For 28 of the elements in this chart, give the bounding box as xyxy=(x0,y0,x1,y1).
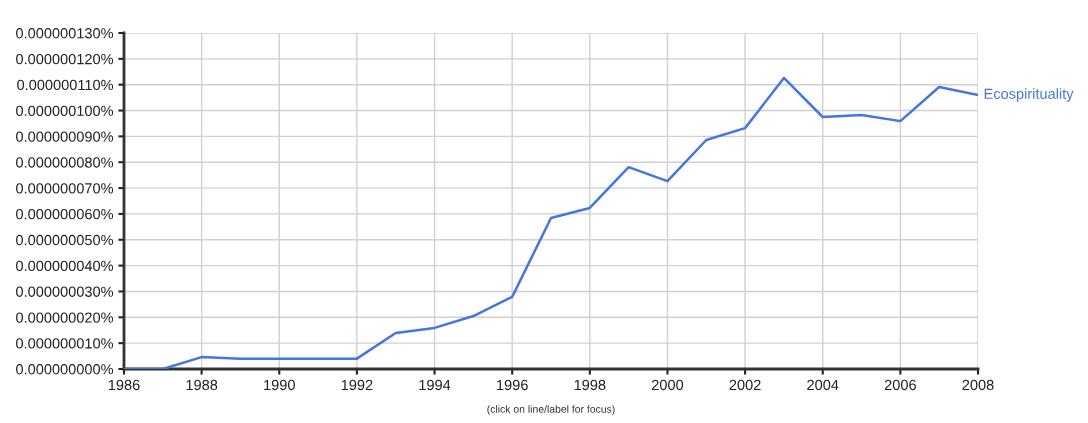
y-tick-label: 0.000000010% xyxy=(16,338,114,349)
y-tick-label: 0.000000040% xyxy=(16,260,114,272)
y-tick-label: 0.000000100% xyxy=(16,105,114,116)
x-tick-label: 2006 xyxy=(884,379,916,391)
x-tick-label: 1986 xyxy=(108,379,140,391)
text: (click on line/label for focus) xyxy=(487,405,615,415)
x-tick-label: 1992 xyxy=(341,379,373,391)
y-tick-label: 0.000000090% xyxy=(16,131,114,142)
x-tick-label: 2008 xyxy=(962,379,994,391)
y-tick-label: 0.000000110% xyxy=(17,79,114,91)
series-label: Ecospirituality xyxy=(984,88,1074,102)
y-tick-label: 0.000000080% xyxy=(16,157,114,168)
x-tick-label: 1990 xyxy=(264,379,295,391)
y-tick-label: 0.000000000% xyxy=(16,364,114,375)
y-tick-label: 0.000000070% xyxy=(16,183,114,194)
x-tick-label: 2000 xyxy=(651,379,684,391)
x-tick-label: 1998 xyxy=(574,379,606,391)
x-tick-label: 1996 xyxy=(497,379,528,391)
x-tick-label: 1994 xyxy=(419,379,451,391)
y-tick-label: 0.000000130% xyxy=(16,28,114,39)
y-tick-label: 0.000000020% xyxy=(16,312,114,323)
x-tick-label: 2004 xyxy=(807,379,839,391)
x-tick-label: 1988 xyxy=(186,379,218,391)
x-tick-label: 2002 xyxy=(729,379,761,391)
y-tick-label: 0.000000030% xyxy=(16,286,114,297)
y-tick-label: 0.000000050% xyxy=(16,234,114,246)
y-tick-label: 0.000000120% xyxy=(16,53,114,65)
y-tick-label: 0.000000060% xyxy=(16,209,114,220)
